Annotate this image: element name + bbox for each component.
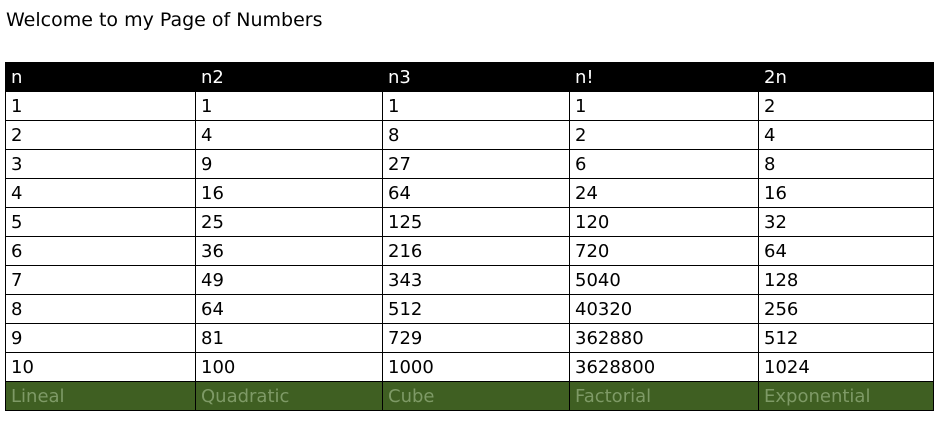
footer-row: Lineal Quadratic Cube Factorial Exponent…	[5, 381, 934, 411]
table-cell: 512	[382, 294, 570, 324]
table-row: 9 81 729 362880 512	[5, 323, 934, 353]
table-row: 3 9 27 6 8	[5, 149, 934, 179]
table-cell: 24	[569, 178, 759, 208]
header-cell-factorial: n!	[569, 62, 759, 92]
table-cell: 40320	[569, 294, 759, 324]
table-cell: 9	[195, 149, 383, 179]
table-cell: 343	[382, 265, 570, 295]
header-cell-n2: n2	[195, 62, 383, 92]
table-cell: 2	[5, 120, 196, 150]
table-cell: 27	[382, 149, 570, 179]
table-row: 5 25 125 120 32	[5, 207, 934, 237]
table-cell: 4	[758, 120, 934, 150]
table-cell: 6	[5, 236, 196, 266]
numbers-table: n n2 n3 n! 2n 1 1 1 1 2 2 4 8 2 4 3 9 27 6 8 4 16 64 24 16 5…	[5, 62, 934, 411]
table-cell: 3	[5, 149, 196, 179]
table-cell: 120	[569, 207, 759, 237]
table-cell: 729	[382, 323, 570, 353]
table-row: 7 49 343 5040 128	[5, 265, 934, 295]
footer-cell-factorial: Factorial	[569, 381, 759, 411]
table-cell: 9	[5, 323, 196, 353]
table-cell: 32	[758, 207, 934, 237]
footer-cell-lineal: Lineal	[5, 381, 196, 411]
table-cell: 49	[195, 265, 383, 295]
table-cell: 4	[5, 178, 196, 208]
table-cell: 36	[195, 236, 383, 266]
table-cell: 7	[5, 265, 196, 295]
header-cell-n3: n3	[382, 62, 570, 92]
table-cell: 256	[758, 294, 934, 324]
table-cell: 2	[758, 91, 934, 121]
table-cell: 1000	[382, 352, 570, 382]
table-cell: 5040	[569, 265, 759, 295]
table-cell: 81	[195, 323, 383, 353]
table-cell: 512	[758, 323, 934, 353]
header-cell-2n: 2n	[758, 62, 934, 92]
table-cell: 128	[758, 265, 934, 295]
footer-cell-exponential: Exponential	[758, 381, 934, 411]
table-cell: 25	[195, 207, 383, 237]
table-cell: 1	[195, 91, 383, 121]
table-cell: 125	[382, 207, 570, 237]
table-cell: 8	[382, 120, 570, 150]
table-cell: 8	[758, 149, 934, 179]
table-cell: 16	[195, 178, 383, 208]
table-row: 10 100 1000 3628800 1024	[5, 352, 934, 382]
table-cell: 10	[5, 352, 196, 382]
table-cell: 8	[5, 294, 196, 324]
table-cell: 3628800	[569, 352, 759, 382]
page-heading: Welcome to my Page of Numbers	[6, 9, 323, 31]
table-row: 4 16 64 24 16	[5, 178, 934, 208]
table-body: 1 1 1 1 2 2 4 8 2 4 3 9 27 6 8 4 16 64 24 16 5 25 125 120 32 6 36 2…	[5, 91, 934, 382]
table-cell: 1	[382, 91, 570, 121]
header-row: n n2 n3 n! 2n	[5, 62, 934, 92]
table-cell: 2	[569, 120, 759, 150]
table-row: 8 64 512 40320 256	[5, 294, 934, 324]
table-cell: 5	[5, 207, 196, 237]
table-cell: 4	[195, 120, 383, 150]
table-row: 6 36 216 720 64	[5, 236, 934, 266]
table-cell: 64	[382, 178, 570, 208]
table-cell: 100	[195, 352, 383, 382]
table-cell: 1	[5, 91, 196, 121]
table-cell: 216	[382, 236, 570, 266]
table-cell: 362880	[569, 323, 759, 353]
table-cell: 16	[758, 178, 934, 208]
table-cell: 1	[569, 91, 759, 121]
table-cell: 6	[569, 149, 759, 179]
footer-cell-cube: Cube	[382, 381, 570, 411]
table-cell: 1024	[758, 352, 934, 382]
table-cell: 64	[195, 294, 383, 324]
header-cell-n: n	[5, 62, 196, 92]
table-cell: 64	[758, 236, 934, 266]
table-cell: 720	[569, 236, 759, 266]
footer-cell-quadratic: Quadratic	[195, 381, 383, 411]
